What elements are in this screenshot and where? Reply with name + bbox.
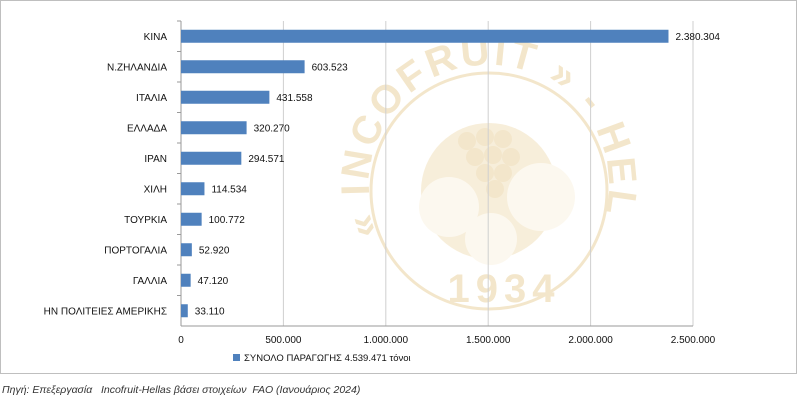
bar — [181, 60, 305, 74]
bar — [181, 182, 205, 196]
incofruit-watermark-logo: « INCOFRUIT » - HELLAS 1934 — [1, 1, 642, 311]
category-label: ΠΟΡΤΟΓΑΛΙΑ — [104, 245, 167, 256]
source-note: Πηγή: Επεξεργασία Incofruit-Hellas βάσει… — [2, 384, 361, 396]
value-label: 2.380.304 — [675, 32, 720, 43]
bar — [181, 151, 242, 165]
category-label: ΤΟΥΡΚΙΑ — [124, 215, 167, 226]
category-label: ΧΙΛΗ — [144, 184, 167, 195]
x-tick-label: 500.000 — [265, 335, 302, 346]
category-label: ΙΤΑΛΙΑ — [136, 93, 167, 104]
bar — [181, 273, 191, 287]
value-label: 114.534 — [211, 184, 247, 195]
bar-chart: « INCOFRUIT » - HELLAS 1934 0 500.000 1.00… — [1, 1, 720, 364]
legend-label: ΣΥΝΟΛΟ ΠΑΡΑΓΩΓΗΣ 4.539.471 τόνοι — [244, 353, 411, 364]
category-label: ΗΝ ΠΟΛΙΤΕΙΕΣ ΑΜΕΡΙΚΗΣ — [44, 306, 167, 317]
value-label: 294.571 — [248, 154, 285, 165]
x-tick-label: 2.500.000 — [671, 335, 716, 346]
bar — [181, 121, 247, 135]
category-label: ΕΛΛΑΔΑ — [127, 123, 167, 134]
category-label: Ν.ΖΗΛΑΝΔΙΑ — [107, 62, 167, 73]
bar — [181, 29, 669, 43]
bar — [181, 243, 192, 257]
value-label: 52.920 — [199, 245, 230, 256]
value-label: 431.558 — [276, 93, 313, 104]
category-label: ΙΡΑΝ — [144, 154, 167, 165]
bar — [181, 90, 270, 104]
category-label: ΚΙΝΑ — [144, 32, 168, 43]
x-tick-label: 0 — [178, 335, 184, 346]
x-tick-label: 1.500.000 — [466, 335, 511, 346]
value-label: 33.110 — [195, 306, 225, 317]
value-label: 47.120 — [198, 276, 229, 287]
x-tick-label: 1.000.000 — [364, 335, 409, 346]
category-label: ΓΑΛΛΙΑ — [133, 276, 167, 287]
value-label: 100.772 — [209, 215, 246, 226]
value-label: 320.270 — [254, 123, 291, 134]
watermark-year: 1934 — [448, 267, 561, 311]
chart-frame: « INCOFRUIT » - HELLAS 1934 0 500.000 1.00… — [0, 0, 797, 374]
bar — [181, 304, 188, 318]
x-tick-label: 2.000.000 — [568, 335, 613, 346]
bar — [181, 212, 202, 226]
legend-swatch — [233, 354, 240, 361]
value-label: 603.523 — [312, 62, 349, 73]
